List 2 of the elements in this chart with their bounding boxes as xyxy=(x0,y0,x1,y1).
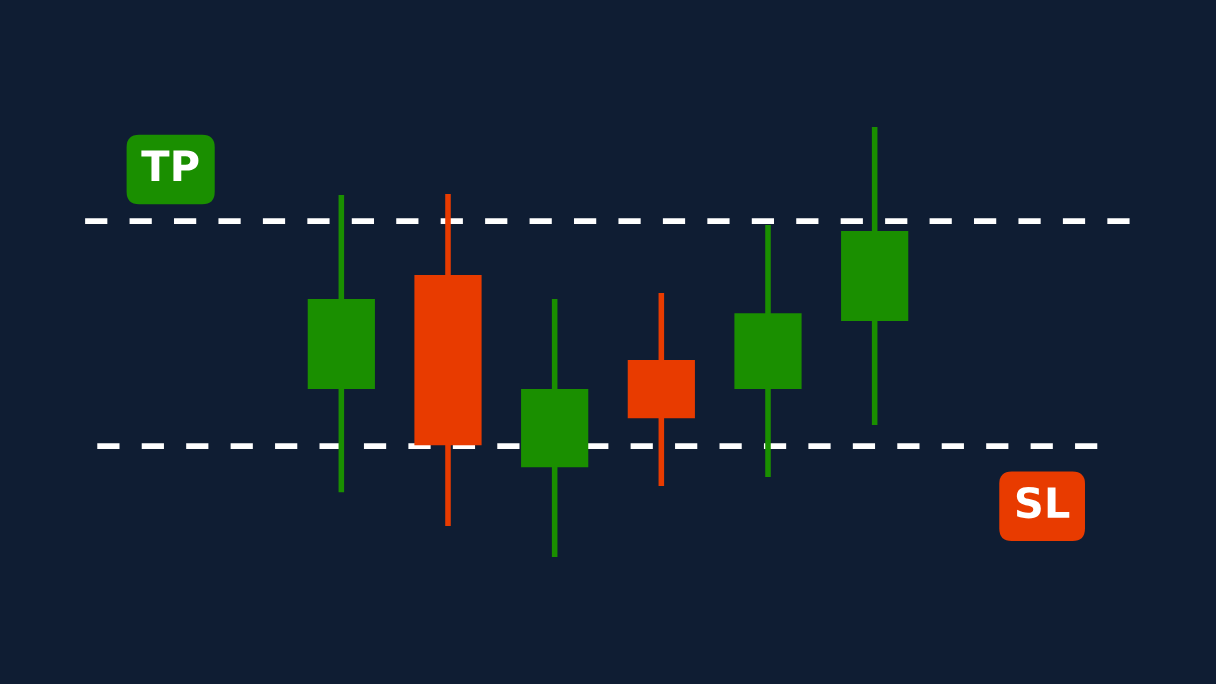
ref-line-label: SL xyxy=(1016,486,1070,519)
ref-line-label: TP xyxy=(141,150,199,181)
